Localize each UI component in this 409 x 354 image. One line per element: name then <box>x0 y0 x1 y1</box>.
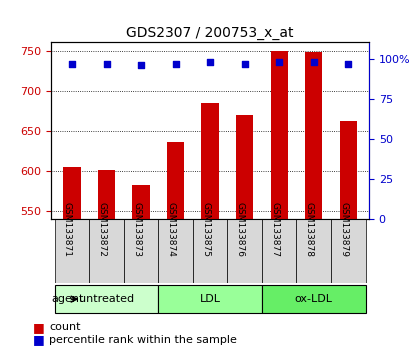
Text: GSM133871: GSM133871 <box>63 201 72 257</box>
Point <box>172 61 178 67</box>
Point <box>310 59 316 65</box>
Point <box>103 61 110 67</box>
Text: GSM133874: GSM133874 <box>166 201 175 257</box>
Bar <box>339 121 356 219</box>
Bar <box>166 142 184 219</box>
Text: GSM133875: GSM133875 <box>201 201 210 257</box>
Text: ox-LDL: ox-LDL <box>294 294 332 304</box>
FancyBboxPatch shape <box>124 219 158 283</box>
Point <box>137 63 144 68</box>
Text: GSM133873: GSM133873 <box>132 201 141 257</box>
Text: ■: ■ <box>33 321 45 334</box>
FancyBboxPatch shape <box>158 285 261 314</box>
Text: GSM133878: GSM133878 <box>304 201 313 257</box>
Text: count: count <box>49 322 81 332</box>
Text: GSM133872: GSM133872 <box>97 201 106 257</box>
FancyBboxPatch shape <box>330 219 365 283</box>
FancyBboxPatch shape <box>54 285 158 314</box>
FancyBboxPatch shape <box>296 219 330 283</box>
FancyBboxPatch shape <box>89 219 124 283</box>
FancyBboxPatch shape <box>192 219 227 283</box>
Bar <box>63 167 81 219</box>
Bar <box>236 115 253 219</box>
Title: GDS2307 / 200753_x_at: GDS2307 / 200753_x_at <box>126 26 293 40</box>
Point <box>275 59 282 65</box>
Bar <box>132 185 149 219</box>
Text: ■: ■ <box>33 333 45 346</box>
FancyBboxPatch shape <box>261 219 296 283</box>
FancyBboxPatch shape <box>158 219 192 283</box>
Point <box>69 61 75 67</box>
Bar <box>201 103 218 219</box>
Text: percentile rank within the sample: percentile rank within the sample <box>49 335 236 345</box>
Text: LDL: LDL <box>199 294 220 304</box>
Point <box>207 59 213 65</box>
Bar <box>304 52 321 219</box>
Text: agent: agent <box>51 294 83 304</box>
Text: GSM133879: GSM133879 <box>339 201 347 257</box>
Bar <box>98 170 115 219</box>
FancyBboxPatch shape <box>261 285 365 314</box>
Text: GSM133877: GSM133877 <box>270 201 279 257</box>
Text: untreated: untreated <box>79 294 134 304</box>
Point <box>344 61 351 67</box>
Point <box>241 61 247 67</box>
FancyBboxPatch shape <box>227 219 261 283</box>
FancyBboxPatch shape <box>54 219 89 283</box>
Text: GSM133876: GSM133876 <box>235 201 244 257</box>
Bar <box>270 51 287 219</box>
